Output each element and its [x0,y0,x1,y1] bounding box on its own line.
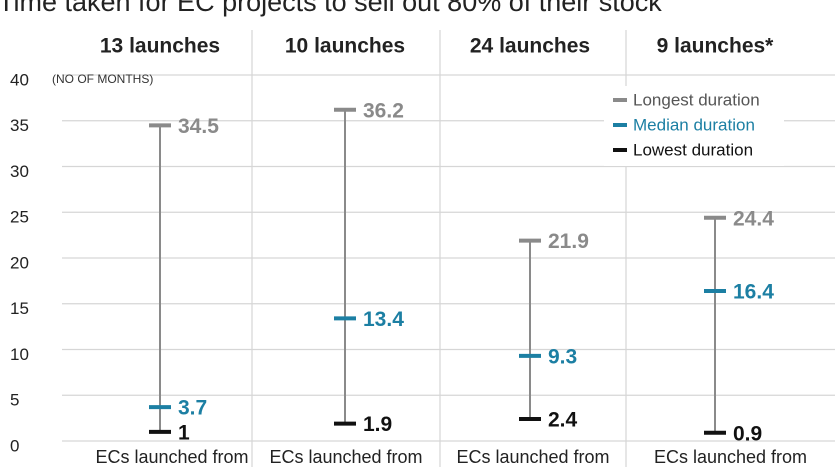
group-label: 24 launches [470,35,590,58]
y-tick-label: 25 [10,208,29,227]
y-tick-label: 10 [10,345,29,364]
x-tick-label: ECs launched from [654,447,807,467]
legend-label: Longest duration [633,90,760,109]
value-label: 3.7 [178,397,207,420]
value-label: 21.9 [548,230,589,253]
value-label: 0.9 [733,422,762,445]
group-label: 10 launches [285,35,405,58]
value-label: 13.4 [363,308,404,331]
group-label: 13 launches [100,35,220,58]
value-label: 16.4 [733,280,774,303]
value-label: 1.9 [363,413,392,436]
x-tick-label: ECs launched from [269,447,422,467]
y-tick-label: 5 [10,391,19,410]
y-axis-label: (NO OF MONTHS) [52,72,153,86]
y-tick-label: 30 [10,162,29,181]
x-tick-label: ECs launched from [95,447,248,467]
group-label: 9 launches* [657,35,775,58]
chart-title: Time taken for EC projects to sell out 8… [0,0,662,17]
legend-label: Lowest duration [633,140,753,159]
value-label: 2.4 [548,409,578,432]
y-tick-label: 35 [10,116,29,135]
y-tick-label: 20 [10,253,29,272]
value-label: 1 [178,421,190,444]
y-tick-label: 0 [10,436,19,455]
value-label: 24.4 [733,207,774,230]
y-tick-label: 40 [10,70,29,89]
value-label: 34.5 [178,115,219,138]
value-label: 9.3 [548,345,577,368]
y-tick-label: 15 [10,299,29,318]
x-tick-label: ECs launched from [456,447,609,467]
value-label: 36.2 [363,99,404,122]
legend-background [604,86,784,166]
legend-label: Median duration [633,115,755,134]
